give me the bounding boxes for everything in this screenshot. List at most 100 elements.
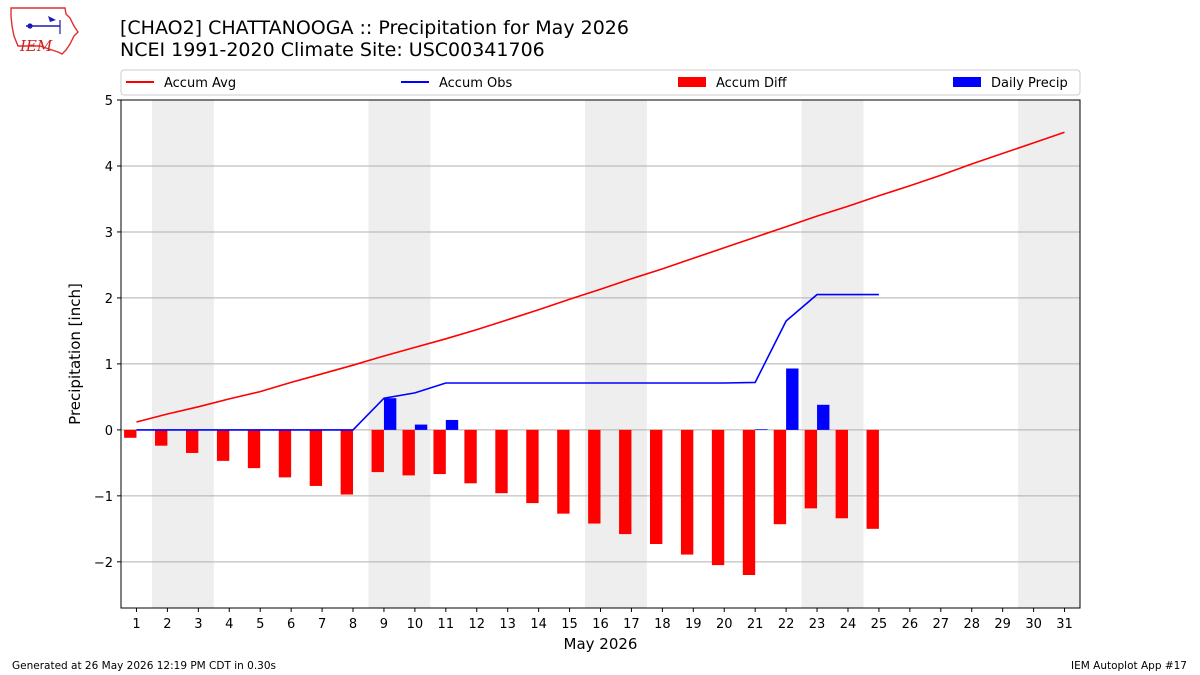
accum-diff-bar-day-20 [711,429,725,566]
accum-diff-bar-day-14 [526,429,539,504]
x-tick-label-29: 29 [994,617,1011,632]
daily-precip-bar-day-10 [414,424,428,430]
x-tick-label-2: 2 [163,617,171,632]
daily-precip-bar-day-22 [786,368,799,430]
weekend-band-24 [832,100,864,608]
x-tick-label-27: 27 [933,617,950,632]
weekend-band-30 [1018,100,1050,608]
accum-diff-bar-day-11 [433,429,446,475]
x-tick-label-26: 26 [902,617,919,632]
weekend-shading [151,100,1080,608]
accum-diff-bar-day-6 [278,429,292,478]
x-tick-label-14: 14 [530,617,547,632]
weekend-band-10 [399,100,431,608]
title-line-2: NCEI 1991-2020 Climate Site: USC00341706 [120,39,545,61]
accum-diff-bar-day-7 [309,429,323,486]
bar-series [124,368,879,576]
accum-diff-bar-day-24 [835,429,848,519]
x-tick-label-19: 19 [685,617,702,632]
x-tick-label-3: 3 [194,617,202,632]
y-tick-label-5: 5 [105,94,113,109]
x-tick-label-16: 16 [592,617,609,632]
legend: Accum Avg Accum Obs Accum Diff Daily Precip [120,69,1081,96]
x-tick-label-4: 4 [225,617,233,632]
accum-diff-bar-day-10 [402,429,415,476]
x-tick-label-31: 31 [1056,617,1073,632]
accum-diff-bar-day-12 [464,429,477,484]
legend-frame [120,69,1081,96]
accum-avg-line [136,131,1065,423]
accum-diff-bar-day-18 [649,429,663,545]
accum-diff-bar-day-16 [588,429,601,524]
y-tick-label-2: 2 [105,292,113,307]
iem-logo: IEM [10,7,79,55]
y-tick-label-4: 4 [105,160,113,175]
accum-diff-bar-day-1 [124,429,137,438]
x-tick-label-24: 24 [840,617,857,632]
title-line-1: [CHAO2] CHATTANOOGA :: Precipitation for… [120,17,629,39]
x-tick-label-13: 13 [499,617,516,632]
daily-precip-bar-day-9 [383,398,397,430]
x-tick-label-10: 10 [407,617,424,632]
x-tick-label-12: 12 [468,617,485,632]
weekend-band-3 [182,100,214,608]
accum-diff-bar-day-21 [742,429,756,576]
accum-diff-bar-day-15 [557,429,570,514]
x-tick-label-7: 7 [318,617,326,632]
weekend-band-2 [151,100,183,608]
x-tick-label-30: 30 [1025,617,1042,632]
x-tick-label-15: 15 [561,617,578,632]
x-tick-label-22: 22 [778,617,795,632]
accum-diff-bar-day-3 [185,429,199,453]
chart-title: [CHAO2] CHATTANOOGA :: Precipitation for… [120,17,629,61]
weekend-band-16 [585,100,616,608]
y-tick-label--2: −2 [94,556,113,571]
accum-diff-bar-day-4 [216,429,230,461]
accum-diff-bar-day-17 [619,429,632,535]
accum-diff-bar-day-5 [247,429,261,469]
daily-precip-bar-day-11 [445,419,459,430]
x-tick-label-20: 20 [716,617,733,632]
x-tick-label-11: 11 [438,617,455,632]
accum-diff-bar-day-19 [680,429,694,555]
x-tick-label-23: 23 [809,617,826,632]
x-tick-label-9: 9 [380,617,388,632]
accum-diff-bar-day-23 [804,429,818,509]
daily-precip-bar-day-21 [755,429,768,430]
generated-timestamp: Generated at 26 May 2026 12:19 PM CDT in… [12,660,276,672]
accum-diff-bar-day-13 [495,429,508,494]
x-tick-label-17: 17 [623,617,640,632]
daily-precip-bar-day-23 [817,404,830,430]
y-tick-label-1: 1 [105,358,113,373]
weekend-band-23 [801,100,833,608]
legend-label-accum-avg: Accum Avg [164,76,236,91]
y-axis-label: Precipitation [inch] [66,283,84,425]
x-tick-label-18: 18 [654,617,671,632]
x-tick-label-1: 1 [132,617,140,632]
x-axis: 1 2 3 4 5 6 7 8 9 10 11 12 13 14 15 16 17 18 19 20 21 22 23 24 2… [132,608,1073,632]
autoplot-app-label: IEM Autoplot App #17 [1071,660,1187,672]
accum-diff-bar-day-2 [155,429,168,446]
accum-diff-bar-day-8 [340,429,354,495]
weekend-band-31 [1049,100,1080,608]
y-tick-label--1: −1 [94,490,113,505]
x-tick-label-28: 28 [963,617,980,632]
x-tick-label-6: 6 [287,617,295,632]
line-series [136,131,1065,431]
x-tick-label-5: 5 [256,617,264,632]
y-tick-label-0: 0 [105,424,113,439]
x-axis-label: May 2026 [564,635,638,653]
x-tick-label-8: 8 [349,617,357,632]
weekend-band-9 [368,100,400,608]
x-tick-label-25: 25 [871,617,888,632]
accum-diff-bar-day-9 [371,429,384,473]
legend-label-accum-obs: Accum Obs [439,76,512,91]
svg-text:IEM: IEM [19,37,53,55]
x-tick-label-21: 21 [747,617,764,632]
y-tick-label-3: 3 [105,226,113,241]
accum-obs-line [136,293,879,431]
y-axis: −2 −1 0 1 2 3 4 5 [94,94,121,571]
legend-swatch-daily-precip [953,77,981,87]
accum-diff-bar-day-22 [773,429,787,525]
